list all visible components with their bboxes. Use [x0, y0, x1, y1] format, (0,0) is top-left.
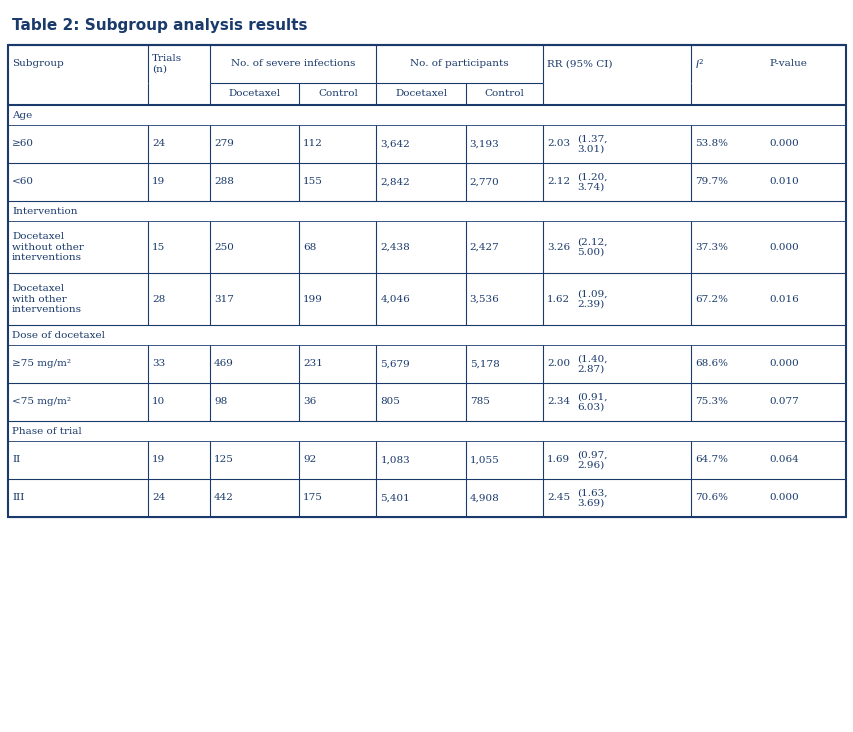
Text: Trials
(n): Trials (n)	[152, 54, 183, 74]
Text: 0.000: 0.000	[769, 140, 798, 149]
Text: 2,427: 2,427	[469, 242, 499, 252]
Text: <60: <60	[12, 177, 34, 187]
Text: 3,193: 3,193	[469, 140, 499, 149]
Text: (1.09,
2.39): (1.09, 2.39)	[577, 289, 606, 309]
Text: 79.7%: 79.7%	[694, 177, 728, 187]
Text: 5,679: 5,679	[380, 359, 409, 368]
Text: Age: Age	[12, 111, 32, 119]
Text: 0.064: 0.064	[769, 455, 798, 465]
Text: 469: 469	[214, 359, 234, 368]
Text: 5,401: 5,401	[380, 493, 409, 502]
Text: 2.34: 2.34	[546, 397, 569, 406]
Text: 125: 125	[214, 455, 234, 465]
Text: 0.000: 0.000	[769, 242, 798, 252]
Text: 2,842: 2,842	[380, 177, 409, 187]
Text: Control: Control	[317, 89, 357, 99]
Text: Control: Control	[484, 89, 524, 99]
Text: 2.12: 2.12	[546, 177, 569, 187]
Text: RR (95% CI): RR (95% CI)	[546, 59, 612, 69]
Text: 0.010: 0.010	[769, 177, 798, 187]
Text: 70.6%: 70.6%	[694, 493, 728, 502]
Text: 0.077: 0.077	[769, 397, 798, 406]
Text: 28: 28	[152, 294, 165, 304]
Text: 4,908: 4,908	[469, 493, 499, 502]
Text: No. of severe infections: No. of severe infections	[231, 59, 355, 69]
Text: 3,642: 3,642	[380, 140, 409, 149]
Text: 92: 92	[303, 455, 316, 465]
Text: 288: 288	[214, 177, 234, 187]
Text: 4,046: 4,046	[380, 294, 409, 304]
Text: ≥60: ≥60	[12, 140, 34, 149]
Text: Docetaxel: Docetaxel	[395, 89, 447, 99]
Text: 3,536: 3,536	[469, 294, 499, 304]
Text: Docetaxel
with other
interventions: Docetaxel with other interventions	[12, 284, 82, 314]
Text: 175: 175	[303, 493, 322, 502]
Text: (0.97,
2.96): (0.97, 2.96)	[577, 450, 606, 470]
Bar	[8, 45, 845, 517]
Text: 15: 15	[152, 242, 165, 252]
Text: Subgroup: Subgroup	[12, 59, 64, 69]
Text: 24: 24	[152, 493, 165, 502]
Text: No. of participants: No. of participants	[410, 59, 508, 69]
Text: <75 mg/m²: <75 mg/m²	[12, 397, 71, 406]
Text: 36: 36	[303, 397, 316, 406]
Text: 1,083: 1,083	[380, 455, 409, 465]
Text: Dose of docetaxel: Dose of docetaxel	[12, 331, 105, 340]
Text: 2.45: 2.45	[546, 493, 569, 502]
Text: 2,770: 2,770	[469, 177, 499, 187]
Text: 231: 231	[303, 359, 322, 368]
Text: 33: 33	[152, 359, 165, 368]
Text: (1.63,
3.69): (1.63, 3.69)	[577, 488, 606, 508]
Text: (1.37,
3.01): (1.37, 3.01)	[577, 134, 606, 154]
Text: Table 2: Subgroup analysis results: Table 2: Subgroup analysis results	[12, 18, 307, 33]
Text: (1.40,
2.87): (1.40, 2.87)	[577, 354, 606, 374]
Text: III: III	[12, 493, 25, 502]
Text: 19: 19	[152, 455, 165, 465]
Text: (1.20,
3.74): (1.20, 3.74)	[577, 172, 606, 192]
Text: 112: 112	[303, 140, 322, 149]
Text: 24: 24	[152, 140, 165, 149]
Text: 64.7%: 64.7%	[694, 455, 728, 465]
Text: 2.03: 2.03	[546, 140, 569, 149]
Text: 75.3%: 75.3%	[694, 397, 728, 406]
Text: 250: 250	[214, 242, 234, 252]
Text: 0.000: 0.000	[769, 359, 798, 368]
Text: Phase of trial: Phase of trial	[12, 427, 82, 436]
Text: 1.69: 1.69	[546, 455, 569, 465]
Text: 0.016: 0.016	[769, 294, 798, 304]
Text: P-value: P-value	[769, 59, 806, 69]
Text: 53.8%: 53.8%	[694, 140, 728, 149]
Text: Docetaxel: Docetaxel	[229, 89, 281, 99]
Text: 1,055: 1,055	[469, 455, 499, 465]
Text: (0.91,
6.03): (0.91, 6.03)	[577, 392, 606, 411]
Text: II: II	[12, 455, 20, 465]
Text: 5,178: 5,178	[469, 359, 499, 368]
Text: 1.62: 1.62	[546, 294, 569, 304]
Text: 68.6%: 68.6%	[694, 359, 728, 368]
Text: 19: 19	[152, 177, 165, 187]
Text: 317: 317	[214, 294, 234, 304]
Text: 2,438: 2,438	[380, 242, 409, 252]
Text: 155: 155	[303, 177, 322, 187]
Text: 98: 98	[214, 397, 227, 406]
Text: 68: 68	[303, 242, 316, 252]
Text: $I^2$: $I^2$	[694, 57, 705, 71]
Text: 805: 805	[380, 397, 400, 406]
Text: Docetaxel
without other
interventions: Docetaxel without other interventions	[12, 232, 84, 262]
Text: 0.000: 0.000	[769, 493, 798, 502]
Text: 279: 279	[214, 140, 234, 149]
Text: 442: 442	[214, 493, 234, 502]
Text: 3.26: 3.26	[546, 242, 569, 252]
Text: ≥75 mg/m²: ≥75 mg/m²	[12, 359, 71, 368]
Text: 2.00: 2.00	[546, 359, 569, 368]
Text: (2.12,
5.00): (2.12, 5.00)	[577, 237, 606, 257]
Text: 199: 199	[303, 294, 322, 304]
Text: 67.2%: 67.2%	[694, 294, 728, 304]
Text: 37.3%: 37.3%	[694, 242, 728, 252]
Text: 785: 785	[469, 397, 489, 406]
Text: Intervention: Intervention	[12, 206, 78, 215]
Text: 10: 10	[152, 397, 165, 406]
